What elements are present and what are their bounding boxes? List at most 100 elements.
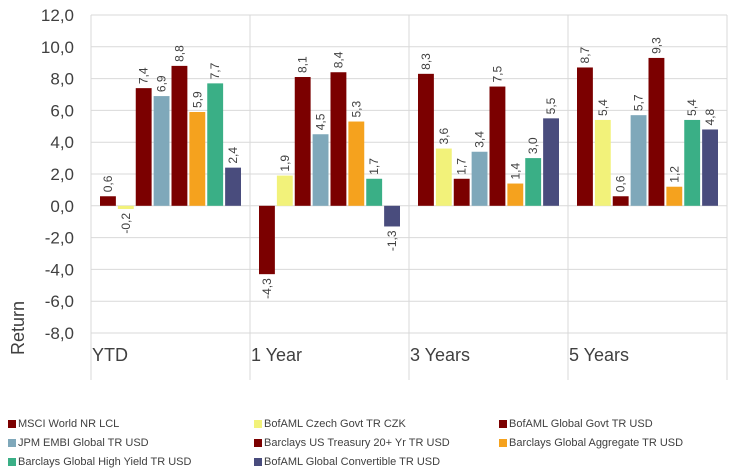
bar [507,183,524,206]
bar [207,83,224,206]
bar [384,205,400,227]
data-label: 5,9 [190,91,204,108]
bar [135,88,152,206]
data-label: 5,3 [349,101,363,118]
x-tick-label: 1 Year [251,345,302,365]
bar [525,158,542,206]
bar [453,178,470,206]
legend-label: Barclays Global High Yield TR USD [18,456,192,468]
bar [435,148,452,206]
bar [543,118,559,206]
bar [189,111,206,206]
data-label: 8,7 [578,46,592,63]
data-label: 3,6 [437,128,451,145]
legend-label: MSCI World NR LCL [18,418,120,430]
data-label: 1,9 [278,155,292,172]
data-label: -4,3 [260,278,274,299]
bar [100,196,116,206]
legend-item: BofAML Global Convertible TR USD [254,456,440,468]
chart-legend: MSCI World NR LCL BofAML Czech Govt TR CZ… [8,418,732,474]
legend-swatch [499,439,507,447]
data-label: 1,4 [508,163,522,180]
data-label: 1,7 [367,158,381,175]
x-tick-label: YTD [92,345,128,365]
bar [684,119,701,206]
data-labels: 0,6 -4,3 8,3 8,7 -0,2 1,9 3,6 5,4 7,4 8,1 1,7 0,6 6,… [101,37,717,299]
legend-item: JPM EMBI Global TR USD [8,437,149,449]
data-label: 5,4 [596,99,610,116]
legend-label: BofAML Global Convertible TR USD [264,456,441,468]
y-tick-label: 12,0 [41,6,74,25]
data-label: 5,7 [632,94,646,111]
bar [489,86,506,206]
bar [348,121,365,206]
y-tick-label: 6,0 [50,101,74,120]
y-tick-label: -2,0 [45,229,74,248]
legend-item: Barclays US Treasury 20+ Yr TR USD [254,437,450,449]
data-label: 8,4 [331,51,345,68]
bar [630,115,647,206]
legend-item: MSCI World NR LCL [8,418,119,430]
bar [366,178,383,206]
data-label: 6,9 [155,75,169,92]
y-axis-label: Return [8,301,28,355]
legend-label: BofAML Czech Govt TR CZK [264,418,406,430]
bar [117,205,134,209]
bar [276,175,293,206]
bar [702,129,718,206]
legend-item: Barclays Global Aggregate TR USD [499,437,683,449]
legend-swatch [8,420,16,428]
bar [471,151,488,206]
x-axis: YTD 1 Year 3 Years 5 Years [90,15,728,380]
legend-label: Barclays US Treasury 20+ Yr TR USD [264,437,450,449]
data-label: 4,5 [314,113,328,130]
legend-item: BofAML Czech Govt TR CZK [254,418,406,430]
data-label: 0,6 [101,175,115,192]
bar [594,119,611,206]
data-label: -1,3 [385,230,399,251]
legend-swatch [8,439,16,447]
y-tick-label: 2,0 [50,165,74,184]
x-tick-label: 3 Years [410,345,470,365]
bar [418,73,434,206]
data-label: 8,8 [172,45,186,62]
data-label: -0,2 [119,213,133,234]
data-label: 5,5 [544,97,558,114]
legend-swatch [254,458,262,466]
y-tick-label: 4,0 [50,133,74,152]
y-tick-label: -6,0 [45,292,74,311]
y-tick-label: 0,0 [50,197,74,216]
data-label: 7,7 [208,62,222,79]
y-tick-label: -4,0 [45,260,74,279]
legend-label: BofAML Global Govt TR USD [509,418,653,430]
data-label: 8,3 [419,53,433,70]
bar [612,196,629,206]
bar [312,134,329,206]
data-label: 4,8 [703,108,717,125]
legend-swatch [254,420,262,428]
bar [259,205,275,275]
data-label: 2,4 [226,147,240,164]
legend-swatch [8,458,16,466]
data-label: 8,1 [296,56,310,73]
bar [330,72,347,206]
data-label: 3,4 [473,131,487,148]
data-label: 1,2 [667,166,681,183]
bar [225,167,241,206]
data-label: 9,3 [649,37,663,54]
legend-label: JPM EMBI Global TR USD [18,437,149,449]
y-tick-label: -8,0 [45,324,74,343]
y-tick-label: 10,0 [41,38,74,57]
data-label: 3,0 [526,137,540,154]
legend-item: BofAML Global Govt TR USD [499,418,653,430]
legend-swatch [254,439,262,447]
bar [648,57,665,206]
bar-chart: 12,010,08,06,04,02,00,0-2,0-4,0-6,0-8,0 … [8,6,728,380]
y-tick-label: 8,0 [50,70,74,89]
legend-swatch [499,420,507,428]
legend-label: Barclays Global Aggregate TR USD [509,437,684,449]
x-tick-label: 5 Years [569,345,629,365]
data-label: 5,4 [685,99,699,116]
bars [100,57,718,275]
bar [577,67,593,206]
